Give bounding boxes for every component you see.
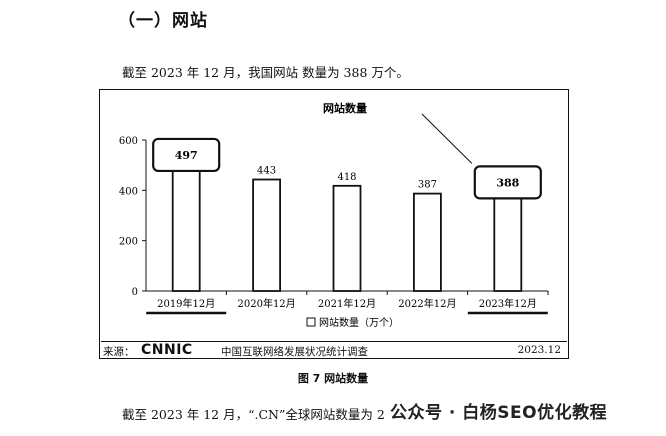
data-label: 443 bbox=[257, 166, 276, 177]
y-tick-label: 0 bbox=[132, 287, 138, 298]
x-tick-label: 2019年12月 bbox=[157, 297, 215, 310]
x-tick-label: 2023年12月 bbox=[479, 297, 537, 310]
y-tick-label: 200 bbox=[119, 237, 138, 248]
pointer-line bbox=[421, 113, 473, 164]
source-date: 2023.12 bbox=[517, 344, 561, 356]
source-organization: 中国互联网络发展状况统计调查 bbox=[221, 346, 368, 358]
bar bbox=[171, 165, 201, 292]
bottom-paragraph: 截至 2023 年 12 月，“.CN”全球网站数量为 2 bbox=[122, 407, 385, 422]
data-label: 387 bbox=[418, 180, 437, 191]
bar bbox=[252, 178, 282, 292]
x-tick-label: 2020年12月 bbox=[238, 297, 296, 310]
section-heading: （一）网站 bbox=[118, 11, 208, 31]
watermark-text: 公众号 · 白杨SEO优化教程 bbox=[390, 403, 608, 423]
y-tick-label: 600 bbox=[119, 136, 138, 147]
bar bbox=[412, 192, 442, 292]
legend-swatch bbox=[306, 317, 316, 327]
data-label: 497 bbox=[175, 149, 198, 162]
figure-caption: 图 7 网站数量 bbox=[297, 372, 369, 385]
data-label: 418 bbox=[337, 172, 356, 183]
data-label-highlight-box bbox=[473, 165, 542, 200]
x-tick-label: 2021年12月 bbox=[318, 297, 376, 310]
intro-paragraph: 截至 2023 年 12 月，我国网站 数量为 388 万个。 bbox=[122, 65, 409, 80]
data-label: 388 bbox=[496, 176, 519, 189]
source-label: 来源： bbox=[103, 346, 135, 358]
figure-frame: 网站数量 0 200 400 600 497 2019年12月 443 2020年12月 418 2… bbox=[99, 89, 569, 359]
x-tick-label: 2022年12月 bbox=[398, 297, 456, 310]
source-row: 来源： CNNIC 中国互联网络发展状况统计调查 2023.12 bbox=[101, 341, 567, 358]
chart-title: 网站数量 bbox=[323, 101, 367, 115]
bar bbox=[493, 192, 523, 292]
y-tick-label: 400 bbox=[119, 186, 138, 197]
bar bbox=[332, 184, 362, 292]
legend-label: 网站数量（万个） bbox=[319, 316, 399, 329]
cnnic-logo: CNNIC bbox=[141, 342, 193, 358]
data-label-highlight-box bbox=[152, 137, 221, 173]
bar-chart: 网站数量 0 200 400 600 497 2019年12月 443 2020年12月 418 2… bbox=[119, 101, 549, 329]
